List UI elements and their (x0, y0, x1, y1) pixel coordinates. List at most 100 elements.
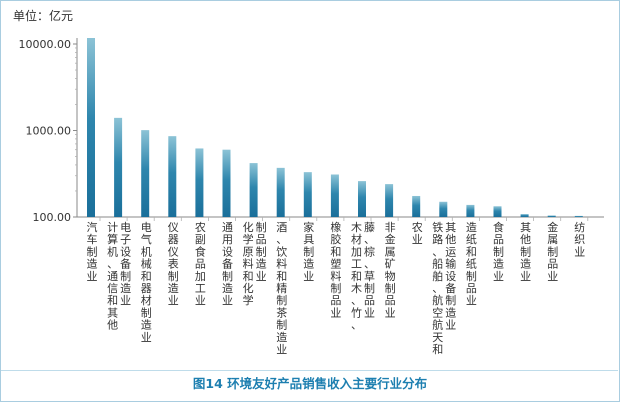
category-label-char: 和 (466, 245, 477, 258)
category-label-char: 用 (222, 233, 233, 246)
category-label-char: 造 (222, 281, 233, 295)
category-label-char: 造 (303, 257, 314, 271)
category-label-char: 农 (195, 220, 206, 234)
category-label-char: 原 (243, 245, 254, 258)
category-label-char: 业 (120, 294, 131, 307)
bar-13 (412, 195, 421, 217)
category-label-char: 品 (330, 294, 341, 307)
category-label-char: 属 (547, 233, 558, 246)
category-label-13: 农业 (412, 220, 423, 246)
category-label-char: 纺 (574, 220, 585, 234)
category-label-char: 品 (385, 294, 396, 307)
category-label-char: 制 (256, 245, 267, 258)
category-label-char: 器 (141, 282, 152, 295)
category-label-char: 业 (168, 294, 179, 307)
category-label-char: 子 (120, 233, 131, 246)
category-label-char: 品 (195, 258, 206, 271)
category-label-char: 业 (195, 294, 206, 307)
bar-2 (114, 117, 123, 217)
category-label-char: 业 (574, 245, 585, 258)
category-label-char: 业 (330, 306, 341, 319)
category-label-char: 品 (493, 233, 504, 246)
category-label-char: 业 (412, 233, 423, 246)
y-tick-label: 100.00 (33, 211, 72, 224)
bar-7 (249, 163, 258, 217)
category-label-char: 、 (364, 258, 375, 271)
bar-1 (87, 38, 95, 217)
category-label-char: 制 (547, 245, 558, 258)
category-label-char: 和 (432, 343, 443, 356)
category-label-char: 设 (222, 245, 233, 258)
category-label-char: 化 (243, 281, 254, 295)
category-label-char: 船 (432, 257, 443, 271)
category-label-char: 制 (276, 319, 287, 332)
category-label-char: 航 (432, 293, 443, 307)
category-label-char: 胶 (330, 232, 341, 246)
category-label-char: 纸 (466, 258, 477, 271)
category-label-char: 他 (520, 233, 531, 246)
category-label-char: 设 (445, 270, 456, 283)
category-label-char: 造 (120, 281, 131, 295)
category-label-char: 业 (385, 306, 396, 319)
category-label-char: 和 (351, 270, 362, 283)
category-label-char: 属 (385, 245, 396, 258)
category-label-char: 纸 (466, 233, 477, 246)
category-label-char: 制 (330, 282, 341, 295)
category-label-char: 备 (120, 257, 131, 271)
category-label-char: 造 (493, 257, 504, 271)
category-label-char: 、 (107, 258, 118, 271)
bar-6 (222, 149, 231, 217)
category-label-char: 、 (432, 282, 443, 295)
category-label-char: 业 (364, 306, 375, 319)
category-label-char: 学 (243, 232, 254, 246)
category-label-char: 和 (276, 270, 287, 283)
category-label-char: 备 (445, 281, 456, 295)
category-label-char: 酒 (276, 221, 287, 234)
category-label-char: 造 (87, 257, 98, 271)
category-label-char: 、 (276, 233, 287, 246)
category-label-char: 他 (445, 233, 456, 246)
bar-16 (493, 206, 502, 217)
category-label-char: 木 (351, 282, 362, 295)
category-label-char: 车 (87, 232, 98, 246)
category-label-char: 材 (351, 232, 362, 246)
category-label-char: 茶 (276, 306, 287, 319)
category-label-char: 通 (222, 221, 233, 234)
category-label-char: 制 (445, 294, 456, 307)
category-label-char: 机 (107, 244, 118, 258)
category-label-char: 加 (195, 270, 206, 283)
category-label-char: 织 (574, 233, 585, 246)
category-label-char: 航 (432, 318, 443, 332)
y-tick-label: 1000.00 (26, 125, 72, 138)
bar-10 (330, 174, 339, 217)
category-label-char: 造 (466, 220, 477, 234)
category-label-char: 械 (141, 257, 152, 271)
category-label-char: 木 (351, 221, 362, 234)
category-label-char: 设 (120, 245, 131, 258)
category-label-char: 材 (141, 293, 152, 307)
category-label-char: 业 (303, 270, 314, 283)
category-label-char: 制 (466, 270, 477, 283)
category-label-char: 业 (445, 319, 456, 332)
category-label-char: 业 (87, 270, 98, 283)
category-label-char: 气 (141, 232, 152, 246)
category-label-char: 工 (195, 282, 206, 295)
bar-14 (439, 201, 448, 217)
bar-4 (168, 136, 177, 217)
category-label-char: 路 (432, 233, 443, 246)
category-label-char: 制 (141, 306, 152, 319)
category-label-char: 品 (364, 294, 375, 307)
category-label-char: 精 (276, 282, 287, 295)
category-label-char: 其 (520, 221, 531, 234)
category-label-char: 汽 (87, 220, 98, 234)
category-label-19: 纺织业 (574, 220, 585, 258)
